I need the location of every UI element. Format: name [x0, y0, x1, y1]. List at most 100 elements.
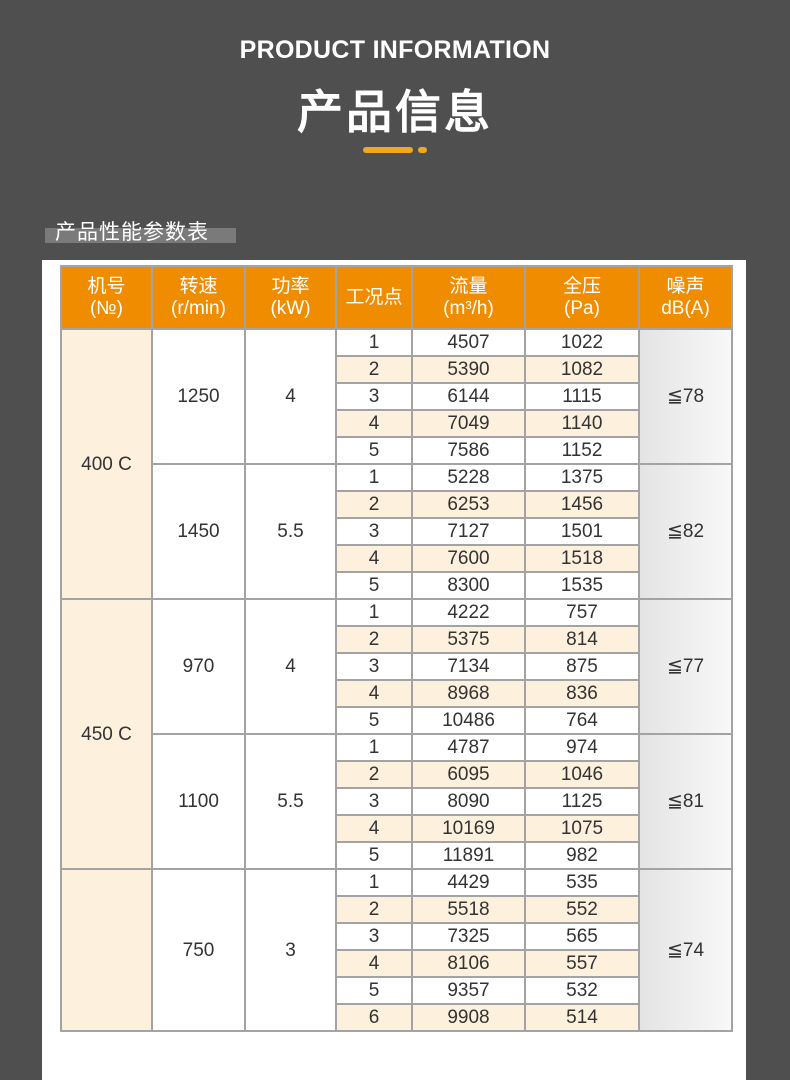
column-name: 机号 [87, 275, 126, 297]
noise-cell: ≦78 [638, 328, 733, 465]
point-cell: 3 [335, 787, 413, 816]
table-row: 5 9357 532 [61, 976, 732, 1005]
table-row: 3 7127 1501 [61, 517, 732, 546]
point-cell: 5 [335, 976, 413, 1005]
pressure-cell: 1082 [524, 355, 640, 384]
column-header: 工况点 [335, 265, 413, 330]
pressure-cell: 535 [524, 868, 640, 897]
table-row: 2 6253 1456 [61, 490, 732, 519]
point-cell: 2 [335, 490, 413, 519]
section-title-band [45, 228, 236, 243]
point-cell: 1 [335, 868, 413, 897]
flow-cell: 6144 [411, 382, 526, 411]
table-row: 5 7586 1152 [61, 436, 732, 465]
column-name: 转速 [179, 275, 218, 297]
table-row: 2 5518 552 [61, 895, 732, 924]
column-header: 噪声 dB(A) [638, 265, 733, 330]
point-cell: 3 [335, 922, 413, 951]
table-row: 2 5390 1082 [61, 355, 732, 384]
section-title: 产品性能参数表 [55, 220, 209, 244]
model-cell [60, 868, 153, 1032]
speed-cell: 750 [151, 868, 246, 1032]
flow-cell: 9357 [411, 976, 526, 1005]
power-cell: 4 [244, 598, 337, 735]
point-cell: 5 [335, 436, 413, 465]
column-unit: (kW) [270, 297, 311, 319]
flow-cell: 4507 [411, 328, 526, 357]
flow-cell: 5518 [411, 895, 526, 924]
table-row: 4 7049 1140 [61, 409, 732, 438]
pressure-cell: 982 [524, 841, 640, 870]
title-chinese: 产品信息 [297, 85, 493, 139]
column-name: 工况点 [345, 286, 403, 308]
column-header: 流量 (m³/h) [411, 265, 526, 330]
flow-cell: 10486 [411, 706, 526, 735]
pressure-cell: 1535 [524, 571, 640, 600]
column-unit: (Pa) [564, 297, 600, 319]
pressure-cell: 557 [524, 949, 640, 978]
pressure-cell: 1518 [524, 544, 640, 573]
pressure-cell: 514 [524, 1003, 640, 1032]
table-row: 3 7325 565 [61, 922, 732, 951]
point-cell: 4 [335, 679, 413, 708]
point-cell: 2 [335, 625, 413, 654]
column-unit: dB(A) [661, 297, 710, 319]
point-cell: 4 [335, 544, 413, 573]
flow-cell: 5228 [411, 463, 526, 492]
pressure-cell: 1152 [524, 436, 640, 465]
pressure-cell: 565 [524, 922, 640, 951]
column-header: 转速 (r/min) [151, 265, 246, 330]
flow-cell: 11891 [411, 841, 526, 870]
accent-dot [418, 147, 427, 153]
flow-cell: 4429 [411, 868, 526, 897]
point-cell: 3 [335, 517, 413, 546]
table-row: 5 10486 764 [61, 706, 732, 735]
column-header: 机号 (№) [60, 265, 153, 330]
pressure-cell: 814 [524, 625, 640, 654]
power-cell: 5.5 [244, 733, 337, 870]
point-cell: 1 [335, 328, 413, 357]
pressure-cell: 764 [524, 706, 640, 735]
pressure-cell: 1046 [524, 760, 640, 789]
flow-cell: 8300 [411, 571, 526, 600]
flow-cell: 4222 [411, 598, 526, 627]
flow-cell: 7600 [411, 544, 526, 573]
point-cell: 2 [335, 760, 413, 789]
spec-table: 机号 (№) 转速 (r/min) 功率 (kW) 工况点 流量 (m³/h) 全压 (Pa) 噪声 d… [60, 265, 733, 1032]
model-cell: 450 C [60, 598, 153, 870]
speed-cell: 1450 [151, 463, 246, 600]
column-name: 噪声 [666, 275, 705, 297]
table-row: 5 8300 1535 [61, 571, 732, 600]
table-row: 3 6144 1115 [61, 382, 732, 411]
pressure-cell: 757 [524, 598, 640, 627]
pressure-cell: 552 [524, 895, 640, 924]
power-cell: 4 [244, 328, 337, 465]
column-header: 全压 (Pa) [524, 265, 640, 330]
flow-cell: 7325 [411, 922, 526, 951]
pressure-cell: 875 [524, 652, 640, 681]
point-cell: 4 [335, 409, 413, 438]
table-row: 4 7600 1518 [61, 544, 732, 573]
table-row: 3 8090 1125 [61, 787, 732, 816]
pressure-cell: 1375 [524, 463, 640, 492]
column-unit: (m³/h) [443, 297, 494, 319]
table-row: 750 3 1 4429 535 ≦74 [60, 868, 733, 1032]
table-row: 1100 5.5 1 4787 974 ≦81 [61, 733, 733, 870]
flow-cell: 5375 [411, 625, 526, 654]
point-cell: 1 [335, 733, 413, 762]
point-cell: 6 [335, 1003, 413, 1032]
pressure-cell: 532 [524, 976, 640, 1005]
point-cell: 1 [335, 463, 413, 492]
column-name: 功率 [271, 275, 310, 297]
model-cell: 400 C [60, 328, 153, 600]
point-cell: 4 [335, 814, 413, 843]
flow-cell: 4787 [411, 733, 526, 762]
column-unit: (r/min) [171, 297, 226, 319]
point-cell: 3 [335, 652, 413, 681]
point-cell: 2 [335, 355, 413, 384]
point-cell: 4 [335, 949, 413, 978]
table-row: 2 6095 1046 [61, 760, 732, 789]
column-unit: (№) [89, 297, 124, 319]
pressure-cell: 1140 [524, 409, 640, 438]
pressure-cell: 836 [524, 679, 640, 708]
